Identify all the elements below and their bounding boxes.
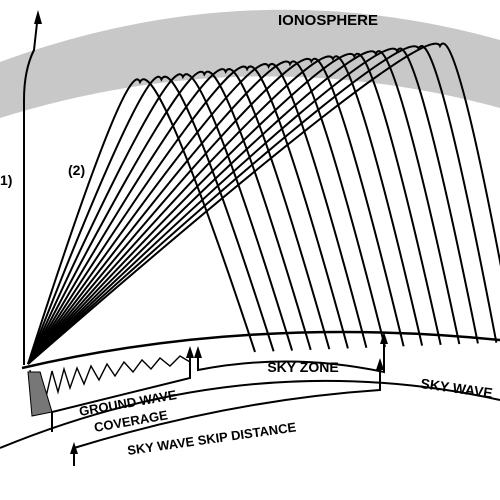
sky-wave-ray (27, 65, 349, 365)
sky-wave-ray (27, 70, 312, 365)
sky-wave-ray (27, 57, 405, 365)
sky-wave-rays (27, 42, 500, 365)
sky-wave-ray (27, 55, 424, 365)
sky-wave-ray (27, 50, 461, 365)
ionosphere-band (0, 9, 500, 119)
escaping-ray (23, 10, 42, 365)
skip-distance-label: SKY WAVE SKIP DISTANCE (126, 419, 297, 458)
sky-wave-ray (27, 42, 500, 365)
earth-surface (21, 330, 500, 370)
sky-wave-ray (27, 73, 294, 365)
sky-wave-ray (27, 78, 256, 365)
sky-zone-bracket (197, 338, 385, 374)
sky-wave-ray (27, 47, 479, 365)
arrow-up-icon (34, 10, 42, 24)
arrow-up-icon (194, 346, 202, 358)
arrow-up-icon (186, 346, 194, 358)
arrow-up-icon (380, 332, 388, 344)
sky-wave-ray (27, 75, 275, 365)
sky-wave-ray (27, 52, 442, 365)
sky-wave-label: SKY WAVE (420, 375, 494, 401)
ground-wave-bracket (51, 352, 191, 432)
ray-label-1: 1) (0, 172, 12, 188)
skip-distance-bracket (73, 364, 381, 466)
sky-wave-ray (27, 60, 386, 365)
arrow-up-icon (376, 358, 384, 370)
sky-wave-ray (27, 63, 368, 365)
sky-wave-ray (27, 45, 498, 365)
ionosphere-label: IONOSPHERE (278, 12, 378, 29)
ray-label-2: (2) (68, 162, 85, 178)
arrow-up-icon (70, 442, 78, 454)
sky-zone-label: SKY ZONE (267, 359, 338, 375)
earth-inner-arc (0, 379, 500, 449)
sky-wave-ray (27, 68, 331, 365)
ground-wave-shade (27, 371, 53, 417)
ground-wave-zigzag (29, 355, 191, 401)
